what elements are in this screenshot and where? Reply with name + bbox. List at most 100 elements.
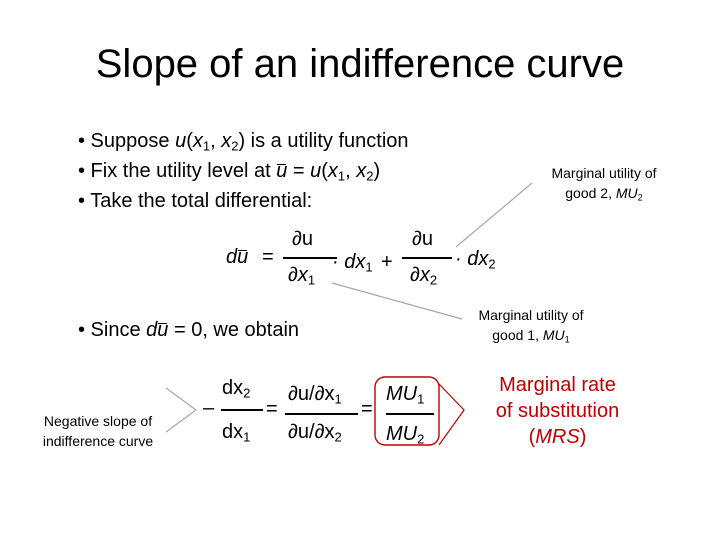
mu-symbol: MU [615, 185, 638, 201]
result-denominator-partial: ∂u/∂x2 [288, 421, 342, 444]
annotation-text: good 1, [492, 327, 543, 343]
annotation-text: indifference curve [42, 433, 154, 449]
mu2-annotation: Marginal utility of good 2, MU2 [530, 163, 678, 203]
x2-symbol: x [221, 130, 232, 152]
dx-symbol: · dx [455, 248, 489, 270]
subscript: 1 [202, 138, 211, 154]
mu1-term: MU1 [386, 383, 424, 406]
mu-symbol: MU [542, 327, 565, 343]
fraction2-numerator: ∂u [412, 228, 434, 250]
paren: ( [321, 160, 328, 182]
slope-annotation: Negative slope of indifference curve [27, 411, 169, 451]
annotation-text: Negative slope of [43, 413, 153, 429]
mrs-box [374, 376, 440, 446]
u-bar-symbol: u [276, 160, 288, 182]
subscript: 1 [337, 168, 346, 184]
subscript: 2 [429, 272, 438, 288]
annotation-text: of substitution [495, 400, 620, 422]
dx-symbol: · dx [332, 251, 366, 273]
result-numerator-partial: ∂u/∂x1 [288, 383, 342, 406]
dx-symbol: ∂x [288, 264, 308, 286]
equals-sign: = [262, 246, 274, 268]
dx-symbol: dx [222, 421, 244, 443]
mu1-connector [331, 282, 463, 320]
equals-sign: = [361, 398, 373, 420]
bullet-text: • Since [78, 319, 147, 341]
annotation-text: good 1, MU1 [457, 325, 605, 345]
bullet-fix-utility: • Fix the utility level at u = u(x1, x2) [78, 160, 380, 183]
subscript: 1 [243, 429, 251, 445]
bullet-utility-function: • Suppose u(x1, x2) is a utility functio… [78, 130, 409, 153]
subscript: 2 [417, 431, 425, 447]
bullet-text: • Fix the utility level at [78, 160, 277, 182]
mu1-annotation: Marginal utility of good 1, MU1 [457, 305, 605, 345]
mu2-term: MU2 [386, 423, 424, 446]
subscript: 1 [365, 259, 373, 275]
subscript: 2 [334, 429, 342, 445]
x2-symbol: x [356, 160, 367, 182]
result-fraction3-bar [386, 413, 434, 415]
plus-sign: + [381, 251, 393, 273]
annotation-text: good 2, MU2 [530, 183, 678, 203]
subscript: 2 [366, 168, 374, 184]
u-symbol: u [310, 160, 322, 182]
paren: ) [373, 160, 381, 182]
dx-symbol: ∂x [410, 264, 430, 286]
differential-lhs: du [226, 246, 248, 269]
fraction1-bar [283, 257, 337, 259]
mu-symbol: MU [386, 383, 418, 405]
fraction2-bar [402, 257, 452, 259]
page-title: Slope of an indifference curve [95, 42, 625, 86]
annotation-text: Marginal utility of [551, 165, 657, 181]
mu-symbol: MU [386, 423, 418, 445]
mrs-symbol: MRS [535, 426, 580, 448]
bullet-total-differential: • Take the total differential: [78, 190, 313, 212]
annotation-text: Marginal utility of [478, 307, 584, 323]
mrs-callout [438, 383, 465, 446]
subscript: 1 [307, 272, 316, 288]
subscript: 1 [564, 334, 570, 345]
d-symbol: d [226, 246, 238, 268]
fraction1-numerator: ∂u [292, 228, 314, 250]
result-denominator-dx1: dx1 [222, 421, 250, 444]
partial-ratio: ∂u/∂x [288, 421, 335, 443]
subscript: 2 [231, 138, 239, 154]
result-fraction2-bar [285, 413, 358, 415]
comma: , [210, 130, 222, 152]
term1-multiplier: · dx1 [332, 251, 373, 274]
annotation-text: (MRS) [475, 424, 640, 450]
u-bar-symbol: u [237, 246, 249, 268]
equals-sign: = [266, 398, 278, 420]
subscript: 1 [334, 391, 342, 407]
fraction1-denominator: ∂x1 [288, 264, 315, 287]
subscript: 2 [637, 192, 643, 203]
paren: ( [186, 130, 193, 152]
subscript: 2 [488, 256, 496, 272]
partial-ratio: ∂u/∂x [288, 383, 335, 405]
paren: ) [579, 426, 587, 448]
equals: = [287, 160, 311, 182]
mrs-annotation: Marginal rate of substitution (MRS) [475, 372, 640, 450]
subscript: 1 [417, 391, 425, 407]
mu2-connector [455, 182, 533, 248]
minus-sign: – [203, 397, 215, 419]
dx-symbol: dx [222, 377, 244, 399]
bullet-text: = 0, we obtain [168, 319, 300, 341]
fraction2-denominator: ∂x2 [410, 264, 437, 287]
paren: ( [528, 426, 536, 448]
x1-symbol: x [192, 130, 203, 152]
bullet-text: • Suppose [78, 130, 176, 152]
term2-multiplier: · dx2 [455, 248, 496, 271]
d-symbol: d [146, 319, 158, 341]
bullet-text: ) is a utility function [238, 130, 409, 152]
result-fraction1-bar [221, 409, 263, 411]
x1-symbol: x [327, 160, 338, 182]
subscript: 2 [243, 385, 251, 401]
annotation-text: good 2, [565, 185, 616, 201]
u-symbol: u [175, 130, 187, 152]
result-numerator-dx2: dx2 [222, 377, 250, 400]
u-bar-symbol: u [157, 319, 169, 341]
bullet-since: • Since du = 0, we obtain [78, 319, 299, 342]
annotation-text: Marginal rate [499, 374, 616, 396]
